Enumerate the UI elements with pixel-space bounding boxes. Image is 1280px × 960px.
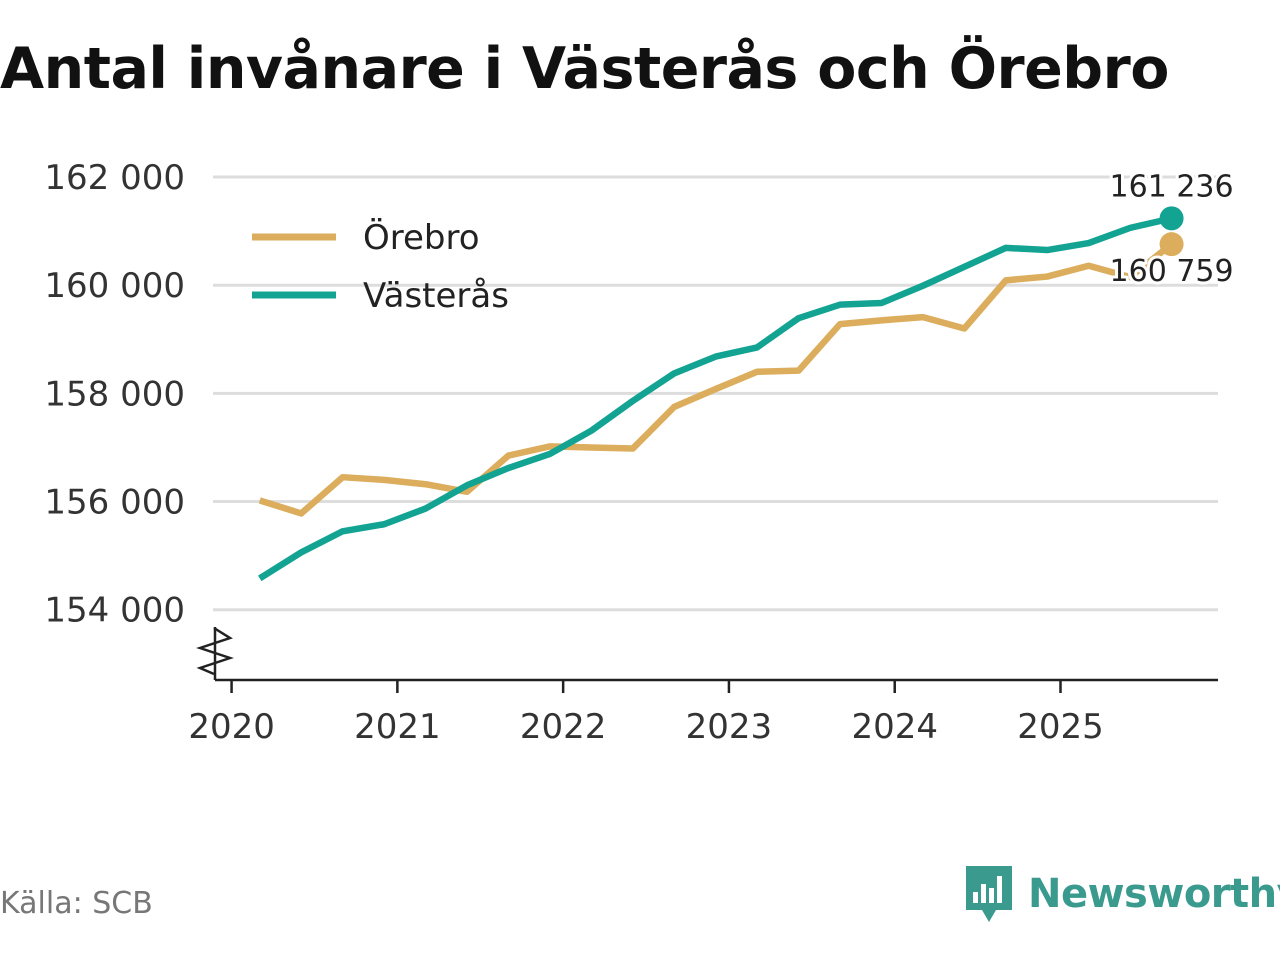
axes: 154 000 156 000 158 000 160 000 162 000 2020 2… — [44, 158, 1218, 747]
gridlines — [213, 175, 1218, 612]
legend-label-vasteras: Västerås — [363, 276, 509, 316]
x-tick-label: 2024 — [851, 707, 938, 747]
x-tick-label: 2023 — [686, 707, 773, 747]
y-tick-label: 156 000 — [44, 483, 185, 523]
y-tick-label: 158 000 — [44, 374, 185, 414]
y-tick-label: 160 000 — [44, 266, 185, 306]
end-point-vasteras — [1159, 206, 1184, 231]
brand-logo: Newsworthy — [964, 864, 1280, 924]
x-tick-label: 2021 — [354, 707, 441, 747]
newsworthy-logo-icon — [966, 866, 1012, 922]
end-label-orebro: 160 759 — [1110, 254, 1234, 289]
y-tick-label: 154 000 — [44, 591, 185, 631]
chart-title: Antal invånare i Västerås och Örebro — [0, 36, 1169, 102]
end-point-orebro — [1159, 232, 1184, 257]
source-note: Källa: SCB — [0, 886, 153, 921]
axis-break-icon — [196, 626, 234, 676]
end-label-vasteras: 161 236 — [1110, 169, 1234, 204]
end-labels: 160 759 161 236 — [1107, 166, 1237, 292]
series-line-orebro — [258, 241, 1174, 517]
x-tick-label: 2025 — [1017, 707, 1104, 747]
legend-label-orebro: Örebro — [363, 217, 480, 258]
series-line-vasteras — [258, 215, 1173, 582]
brand-name: Newsworthy — [1028, 871, 1280, 917]
series-lines — [258, 206, 1184, 582]
legend: Örebro Västerås — [252, 217, 509, 316]
y-tick-label: 162 000 — [44, 158, 185, 198]
x-tick-label: 2020 — [188, 707, 275, 747]
x-tick-label: 2022 — [520, 707, 607, 747]
